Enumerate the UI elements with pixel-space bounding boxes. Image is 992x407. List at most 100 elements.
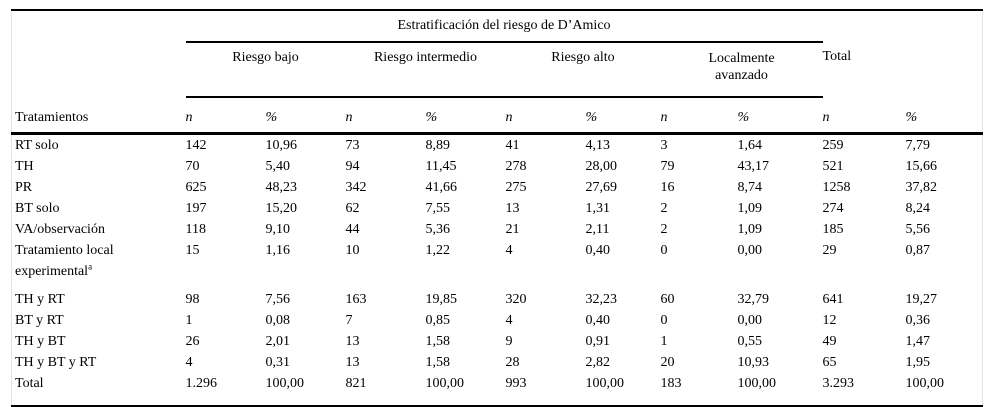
cell-count: 13 (345, 355, 360, 370)
cell-count: 13 (345, 334, 360, 349)
table-body: RT solo 142 10,96 73 8,89 41 4,13 3 1,64 259 7,79 T… (12, 134, 983, 407)
cell-percent: 10,93 (737, 355, 770, 370)
cell-count: 15 (185, 243, 200, 258)
cell-percent: 1,22 (425, 243, 451, 258)
cell-percent: 48,23 (265, 180, 298, 195)
cell-percent: 1,09 (737, 222, 763, 237)
col-header-pct: % (737, 97, 823, 135)
cell-count: 641 (822, 292, 844, 307)
cell-percent: 100,00 (425, 376, 465, 391)
cell-count: 10 (345, 243, 360, 258)
cell-percent: 2,82 (585, 355, 611, 370)
cell-percent: 0,87 (905, 243, 931, 258)
row-label: TH y RT (12, 289, 186, 310)
col-header-n: n (345, 97, 426, 135)
cell-percent: 0,85 (425, 313, 451, 328)
cell-count: 320 (505, 292, 527, 307)
table-header: Estratificación del riesgo de D’Amico Ri… (11, 10, 983, 135)
cell-percent: 8,74 (737, 180, 763, 195)
cell-percent: 8,24 (905, 201, 931, 216)
col-header-pct: % (585, 97, 661, 135)
cell-percent: 1,58 (425, 355, 451, 370)
row-label-text: TH (15, 159, 34, 174)
cell-percent: 37,82 (905, 180, 938, 195)
cell-count: 1258 (822, 180, 851, 195)
row-label: Tratamiento local experimentala (12, 240, 186, 289)
cell-count: 142 (185, 138, 207, 153)
row-label-text: BT y RT (15, 313, 64, 328)
cell-percent: 9,10 (265, 222, 291, 237)
cell-count: 60 (660, 292, 675, 307)
cell-percent: 4,13 (585, 138, 611, 153)
cell-percent: 7,56 (265, 292, 291, 307)
cell-percent: 2,11 (585, 222, 610, 237)
cell-count: 62 (345, 201, 360, 216)
cell-count: 0 (660, 313, 668, 328)
cell-percent: 0,00 (737, 243, 763, 258)
cell-count: 821 (345, 376, 367, 391)
cell-percent: 2,01 (265, 334, 291, 349)
row-label: PR (12, 177, 186, 198)
cell-percent: 1,47 (905, 334, 931, 349)
cell-percent: 1,09 (737, 201, 763, 216)
cell-count: 2 (660, 222, 668, 237)
row-label-text: VA/observación (15, 222, 105, 237)
table-row: VA/observación 118 9,10 44 5,36 21 2,11 2 1,09 18… (12, 219, 983, 240)
cell-percent: 32,23 (585, 292, 618, 307)
cell-percent: 1,31 (585, 201, 611, 216)
cell-count: 13 (505, 201, 520, 216)
cell-count: 275 (505, 180, 527, 195)
cell-percent: 15,20 (265, 201, 298, 216)
spanning-header-row: Estratificación del riesgo de D’Amico (12, 10, 983, 43)
cell-percent: 7,55 (425, 201, 451, 216)
cell-count: 7 (345, 313, 353, 328)
cell-percent: 100,00 (585, 376, 625, 391)
cell-percent: 100,00 (265, 376, 305, 391)
cell-percent: 19,27 (905, 292, 938, 307)
group-header-localmente-avanzado-text: Localmente avanzado (708, 51, 775, 83)
cell-count: 2 (660, 201, 668, 216)
row-label: TH y BT (12, 331, 186, 352)
cell-percent: 0,31 (265, 355, 291, 370)
cell-percent: 1,95 (905, 355, 931, 370)
cell-percent: 0,55 (737, 334, 763, 349)
cell-percent: 41,66 (425, 180, 458, 195)
table-row: TH 70 5,40 94 11,45 278 28,00 79 43,17 521 15,66 (12, 156, 983, 177)
row-label-text: TH y BT y RT (15, 355, 97, 370)
cell-count: 70 (185, 159, 200, 174)
cell-percent: 100,00 (905, 376, 945, 391)
cell-count: 41 (505, 138, 520, 153)
group-header-riesgo-alto: Riesgo alto (505, 42, 661, 98)
group-header-riesgo-intermedio: Riesgo intermedio (345, 42, 506, 98)
cell-percent: 0,40 (585, 313, 611, 328)
cell-percent: 8,89 (425, 138, 451, 153)
col-header-pct: % (265, 97, 346, 135)
row-label: TH y BT y RT (12, 352, 186, 373)
cell-percent: 28,00 (585, 159, 618, 174)
cell-count: 44 (345, 222, 360, 237)
empty-corner-cell (12, 10, 186, 42)
table-row: RT solo 142 10,96 73 8,89 41 4,13 3 1,64 259 7,79 (12, 134, 983, 157)
cell-percent: 5,36 (425, 222, 451, 237)
cell-count: 73 (345, 138, 360, 153)
table-row: BT y RT 1 0,08 7 0,85 4 0,40 0 0,00 12 0,36 (12, 310, 983, 331)
cell-percent: 43,17 (737, 159, 770, 174)
cell-count: 28 (505, 355, 520, 370)
cell-percent: 19,85 (425, 292, 458, 307)
group-header-row: Riesgo bajo Riesgo intermedio Riesgo alt… (12, 42, 983, 98)
empty-total-gap-cell (823, 10, 983, 42)
cell-count: 12 (822, 313, 837, 328)
cell-count: 79 (660, 159, 675, 174)
group-header-riesgo-bajo: Riesgo bajo (185, 42, 346, 98)
row-label: BT solo (12, 198, 186, 219)
subheader-row: Tratamientos n % n % n % n % n % (11, 97, 983, 135)
row-label-text: PR (15, 180, 33, 195)
col-header-pct: % (425, 97, 506, 135)
cell-count: 625 (185, 180, 207, 195)
cell-percent: 1,58 (425, 334, 451, 349)
cell-percent: 5,40 (265, 159, 291, 174)
cell-count: 197 (185, 201, 207, 216)
table-row: TH y BT 26 2,01 13 1,58 9 0,91 1 0,55 49 1,47 (12, 331, 983, 352)
cell-count: 3.293 (822, 376, 855, 391)
row-label-text: TH y RT (15, 292, 65, 307)
